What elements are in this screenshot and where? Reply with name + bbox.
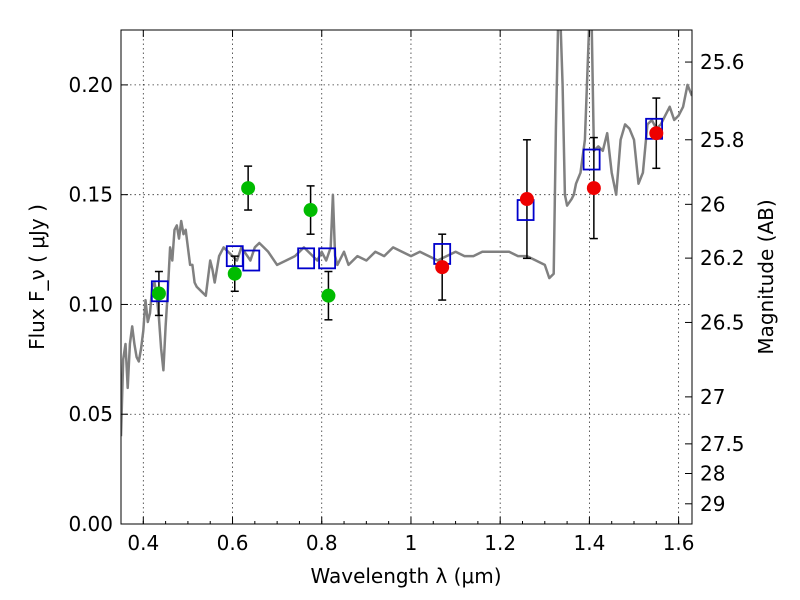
model-box — [582, 148, 601, 171]
x-tick-label: 0.8 — [306, 531, 338, 555]
green-point — [151, 286, 166, 301]
x-axis-title: Wavelength λ (μm) — [310, 564, 501, 588]
right-tick-label: 28 — [700, 462, 725, 486]
green-point — [241, 181, 256, 196]
spectrum-layer — [121, 30, 692, 437]
spectrum-line — [121, 30, 692, 437]
y-tick-label: 0.10 — [68, 292, 113, 316]
x-tick-label: 1.6 — [663, 531, 695, 555]
right-tick-label: 26.5 — [700, 310, 745, 334]
model-box — [318, 247, 336, 270]
x-tick-label: 1.4 — [573, 531, 605, 555]
y-axis-title: Flux F_ν ( μJy ) — [25, 204, 49, 350]
y-tick-label: 0.15 — [68, 183, 113, 207]
x-tick-label: 1.2 — [484, 531, 516, 555]
green-point — [321, 288, 336, 303]
green-point — [227, 266, 242, 281]
green-point — [303, 203, 318, 218]
grid-lines — [121, 30, 692, 525]
red-point — [435, 260, 450, 275]
plot-frame — [120, 29, 693, 525]
right-tick-label: 29 — [700, 492, 725, 516]
red-point — [519, 192, 534, 207]
right-tick-label: 26.2 — [700, 246, 745, 270]
x-tick-label: 0.6 — [217, 531, 249, 555]
model-box — [150, 280, 169, 303]
y-tick-label: 0.20 — [68, 73, 113, 97]
tick-layer — [121, 30, 692, 525]
right-tick-label: 25.6 — [700, 50, 745, 74]
right-tick-label: 25.8 — [700, 128, 745, 152]
point-layer — [151, 126, 664, 303]
red-point — [649, 126, 664, 141]
right-tick-label: 26 — [700, 192, 725, 216]
y-tick-label: 0.05 — [68, 402, 113, 426]
model-box — [297, 247, 316, 270]
right-tick-label: 27 — [700, 385, 725, 409]
x-tick-label: 1 — [405, 531, 418, 555]
red-point — [586, 181, 601, 196]
x-tick-label: 0.4 — [127, 531, 159, 555]
tick-label-layer: 0.4 0.6 0.8 1 1.2 1.4 1.6 0.00 0.05 0.10 0.15 0.20 2… — [68, 50, 744, 555]
y-tick-label: 0.00 — [68, 512, 113, 536]
right-tick-label: 27.5 — [700, 432, 745, 456]
model-box — [242, 249, 261, 272]
right-axis-title: Magnitude (AB) — [754, 199, 778, 354]
